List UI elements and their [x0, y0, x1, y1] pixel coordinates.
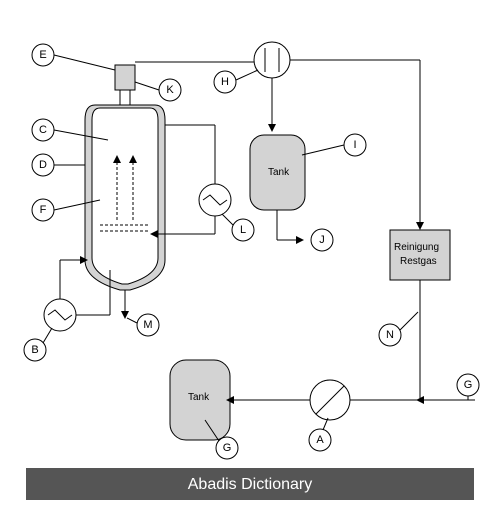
condenser: [254, 42, 290, 78]
svg-text:A: A: [316, 434, 324, 446]
svg-text:M: M: [143, 319, 152, 331]
svg-text:E: E: [39, 49, 46, 61]
tank-upper: Tank: [250, 135, 305, 210]
callout-A: A: [309, 418, 331, 451]
cleaning-text-2: Restgas: [400, 256, 437, 267]
callout-N: N: [379, 312, 418, 346]
heat-exchanger-B: [44, 299, 76, 331]
callout-L: L: [222, 214, 254, 241]
cleaning-text-1: Reinigung: [394, 242, 439, 253]
callout-K: K: [135, 79, 181, 101]
cleaning-box: Reinigung Restgas: [390, 230, 450, 280]
tank-lower: Tank: [170, 360, 230, 440]
svg-text:L: L: [240, 224, 246, 236]
tank1-text: Tank: [268, 167, 290, 178]
callout-H: H: [214, 70, 258, 93]
svg-text:G: G: [223, 442, 232, 454]
svg-text:B: B: [31, 344, 38, 356]
diagram-svg: Abadis Dictionary Reinigung Restgas: [0, 0, 500, 506]
callout-J: J: [311, 229, 333, 251]
footer-text: Abadis Dictionary: [188, 476, 313, 493]
callout-G-right: G: [457, 374, 479, 400]
svg-text:K: K: [166, 84, 174, 96]
svg-text:J: J: [319, 234, 325, 246]
svg-text:I: I: [353, 139, 356, 151]
svg-text:G: G: [464, 379, 473, 391]
reactor-column: [85, 65, 165, 305]
process-diagram: Abadis Dictionary Reinigung Restgas: [0, 0, 500, 506]
callout-I: I: [302, 134, 366, 156]
heat-exchanger-L: [199, 184, 231, 216]
callout-M: M: [127, 314, 159, 336]
callout-E: E: [32, 44, 115, 70]
svg-text:C: C: [39, 124, 47, 136]
svg-text:F: F: [40, 204, 47, 216]
callout-D: D: [32, 154, 85, 176]
svg-text:D: D: [39, 159, 47, 171]
svg-text:N: N: [386, 329, 394, 341]
pump-A: [310, 380, 350, 420]
callout-B: B: [24, 328, 52, 361]
svg-text:H: H: [221, 76, 229, 88]
tank2-text: Tank: [188, 392, 210, 403]
